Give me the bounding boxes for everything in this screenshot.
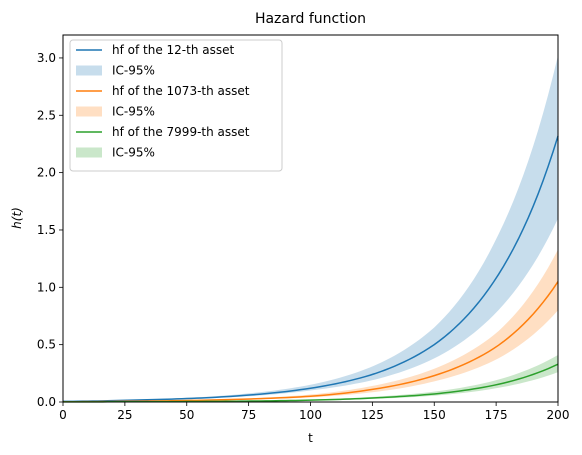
x-tick-label: 100 [299,408,322,422]
y-tick-label: 2.5 [37,108,56,122]
x-tick-label: 50 [179,408,194,422]
y-axis-ticks: 0.0 0.5 1.0 1.5 2.0 2.5 3.0 [37,51,63,409]
legend-entry: IC-95% [112,64,155,78]
legend: hf of the 12-th asset IC-95% hf of the 107… [69,39,283,172]
x-tick-label: 200 [547,408,570,422]
x-tick-label: 0 [59,408,67,422]
legend-band-swatch [76,65,102,76]
x-tick-label: 150 [423,408,446,422]
legend-entry: IC-95% [112,105,155,119]
legend-entry: hf of the 1073-th asset [112,84,250,98]
y-axis-label: h(t) [10,207,24,229]
chart-title: Hazard function [255,11,366,27]
y-tick-label: 0.0 [37,395,56,409]
x-axis-label: t [308,431,313,445]
legend-entry: hf of the 12-th asset [112,43,234,57]
y-tick-label: 3.0 [37,51,56,65]
legend-entry: IC-95% [112,146,155,160]
legend-box [69,39,283,172]
legend-entry: hf of the 7999-th asset [112,125,250,139]
x-tick-label: 75 [241,408,256,422]
legend-band-swatch [76,106,102,117]
x-axis-ticks: 0 25 50 75 100 125 150 175 200 [59,402,569,422]
x-tick-label: 175 [485,408,508,422]
y-tick-label: 2.0 [37,166,56,180]
y-tick-label: 0.5 [37,338,56,352]
x-tick-label: 125 [361,408,384,422]
legend-band-swatch [76,147,102,158]
y-tick-label: 1.0 [37,280,56,294]
x-tick-label: 25 [117,408,132,422]
y-tick-label: 1.5 [37,223,56,237]
